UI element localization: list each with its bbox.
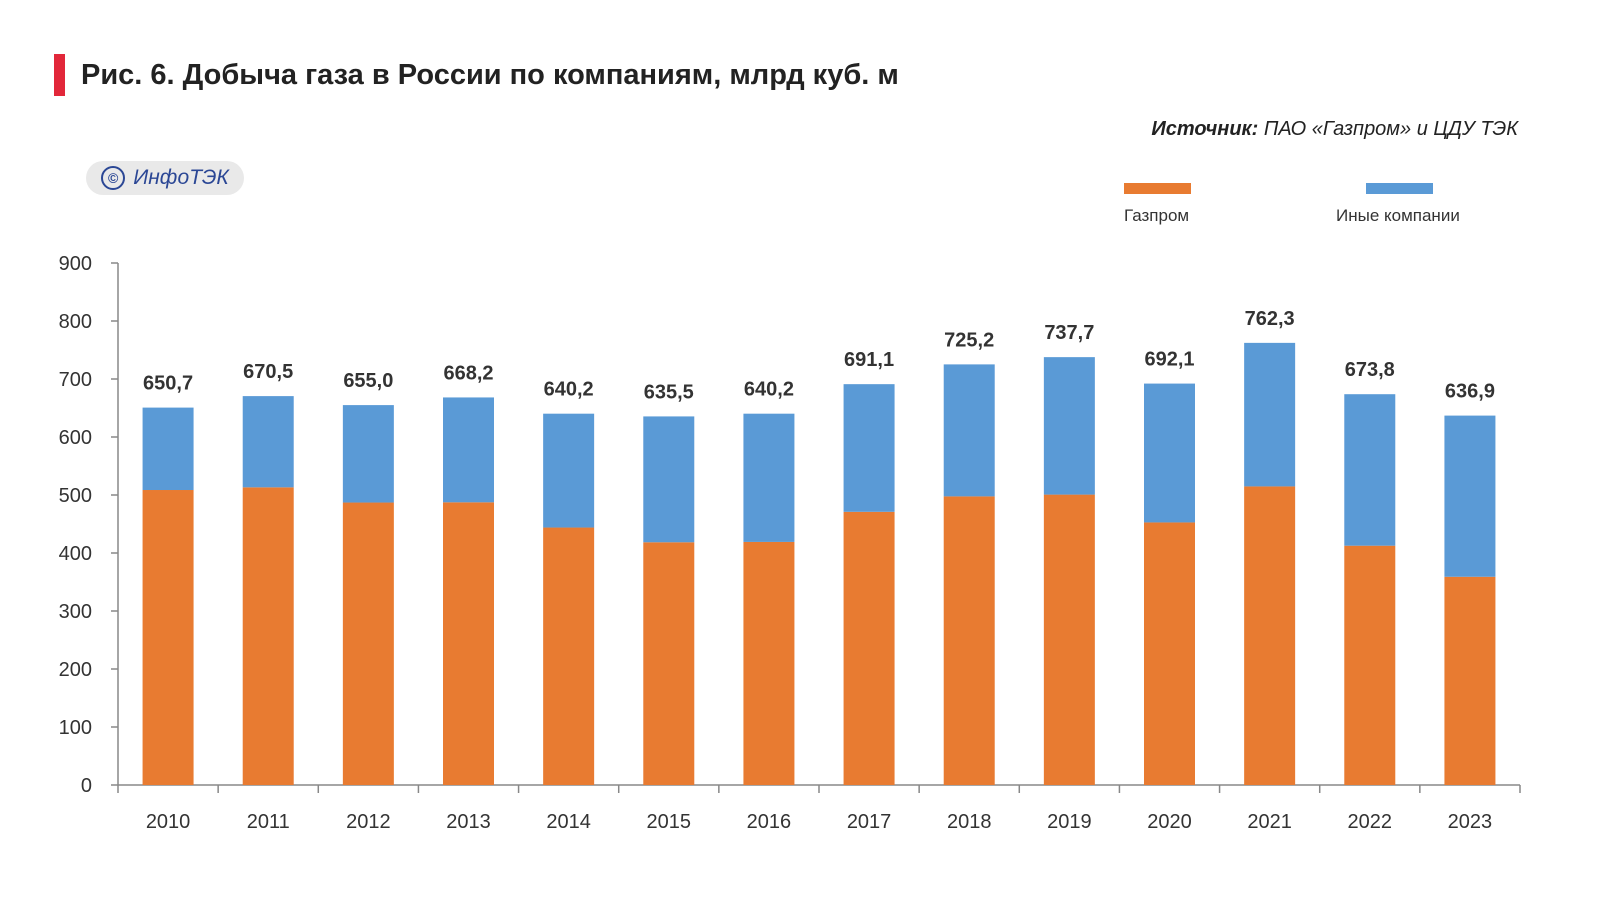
bar-other-2018: [943, 364, 995, 497]
bar-gazprom-2011: [242, 487, 294, 785]
y-tick-label-600: 600: [59, 427, 92, 449]
total-label-2021: 762,3: [1245, 308, 1295, 330]
bar-other-2010: [142, 407, 194, 491]
bar-other-2020: [1144, 383, 1195, 523]
x-tick-label-2010: 2010: [146, 811, 191, 833]
total-label-2017: 691,1: [844, 349, 894, 371]
copyright-icon: ©: [101, 166, 126, 190]
legend-label-other: Иные компании: [1336, 206, 1460, 225]
x-tick-label-2017: 2017: [847, 811, 892, 833]
bar-gazprom-2013: [443, 502, 494, 785]
source-prefix: Источник:: [1151, 118, 1259, 140]
title-accent-bar: [54, 54, 65, 96]
x-tick-label-2020: 2020: [1147, 811, 1192, 833]
bar-gazprom-2022: [1344, 545, 1396, 785]
x-tick-label-2011: 2011: [247, 811, 290, 833]
y-tick-label-0: 0: [81, 775, 92, 797]
bar-other-2019: [1043, 357, 1095, 495]
total-label-2015: 635,5: [644, 381, 694, 403]
chart-title: Рис. 6. Добыча газа в России по компания…: [54, 54, 899, 96]
bar-other-2022: [1344, 394, 1396, 546]
bar-other-2023: [1444, 415, 1496, 577]
bar-other-2014: [543, 413, 595, 528]
bar-other-2017: [843, 384, 895, 512]
y-tick-label-100: 100: [59, 717, 92, 739]
y-tick-label-300: 300: [59, 601, 92, 623]
x-tick-label-2016: 2016: [747, 811, 792, 833]
y-tick-label-200: 200: [59, 659, 92, 681]
total-label-2018: 725,2: [944, 329, 994, 351]
watermark-badge: © ИнфоТЭК: [86, 161, 244, 195]
total-label-2023: 636,9: [1445, 381, 1495, 403]
y-tick-label-800: 800: [59, 311, 92, 333]
legend-item-other: Иные компании: [1336, 183, 1460, 226]
y-tick-label-500: 500: [59, 485, 92, 507]
bar-other-2013: [443, 397, 494, 503]
bar-other-2021: [1244, 342, 1296, 487]
total-label-2010: 650,7: [143, 373, 193, 395]
x-tick-label-2018: 2018: [947, 811, 992, 833]
legend-swatch-other: [1366, 183, 1433, 194]
x-tick-label-2012: 2012: [346, 811, 391, 833]
total-label-2014: 640,2: [544, 379, 594, 401]
total-label-2020: 692,1: [1144, 349, 1194, 371]
y-tick-label-900: 900: [59, 253, 92, 275]
legend-label-gazprom: Газпром: [1124, 206, 1190, 225]
total-label-2022: 673,8: [1345, 359, 1395, 381]
y-tick-label-400: 400: [59, 543, 92, 565]
x-tick-label-2014: 2014: [546, 811, 591, 833]
x-tick-label-2022: 2022: [1348, 811, 1393, 833]
total-label-2012: 655,0: [343, 370, 393, 392]
bar-gazprom-2016: [743, 541, 795, 785]
total-label-2016: 640,2: [744, 379, 794, 401]
bar-other-2015: [643, 416, 695, 543]
source-text: ПАО «Газпром» и ЦДУ ТЭК: [1258, 118, 1518, 140]
x-tick-label-2023: 2023: [1448, 811, 1493, 833]
total-label-2019: 737,7: [1044, 322, 1094, 344]
bar-gazprom-2021: [1244, 486, 1296, 785]
bar-gazprom-2023: [1444, 576, 1496, 785]
legend-item-gazprom: Газпром: [1124, 183, 1191, 226]
x-tick-label-2015: 2015: [647, 811, 692, 833]
y-tick-label-700: 700: [59, 369, 92, 391]
bar-gazprom-2018: [943, 496, 995, 785]
bar-gazprom-2010: [142, 490, 194, 785]
x-tick-label-2013: 2013: [446, 811, 491, 833]
source-note: Источник: ПАО «Газпром» и ЦДУ ТЭК: [1151, 118, 1518, 141]
bar-gazprom-2017: [843, 511, 895, 785]
x-tick-label-2021: 2021: [1247, 811, 1292, 833]
bar-gazprom-2020: [1144, 522, 1195, 785]
bar-other-2012: [342, 405, 394, 503]
chart-title-text: Рис. 6. Добыча газа в России по компания…: [81, 58, 899, 91]
total-label-2011: 670,5: [243, 361, 293, 383]
watermark-text: ИнфоТЭК: [133, 166, 229, 189]
bar-gazprom-2019: [1043, 494, 1095, 785]
bar-gazprom-2012: [342, 502, 394, 785]
bar-gazprom-2014: [543, 527, 595, 785]
bar-gazprom-2015: [643, 542, 695, 785]
x-tick-label-2019: 2019: [1047, 811, 1092, 833]
bar-other-2011: [242, 396, 294, 488]
legend-swatch-gazprom: [1124, 183, 1191, 194]
bar-other-2016: [743, 413, 795, 542]
total-label-2013: 668,2: [443, 362, 493, 384]
